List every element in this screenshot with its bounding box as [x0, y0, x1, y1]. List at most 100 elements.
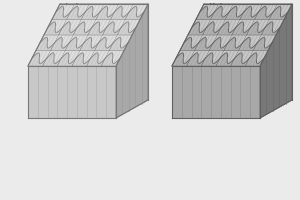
Polygon shape — [213, 35, 232, 48]
Polygon shape — [172, 50, 195, 66]
Polygon shape — [205, 50, 224, 63]
Polygon shape — [47, 50, 65, 63]
Polygon shape — [85, 4, 104, 17]
Polygon shape — [244, 4, 263, 17]
Text: (b): (b) — [208, 3, 224, 13]
Polygon shape — [261, 20, 284, 35]
Polygon shape — [215, 4, 233, 17]
Polygon shape — [44, 20, 67, 35]
Polygon shape — [216, 50, 239, 66]
Polygon shape — [172, 66, 260, 118]
Polygon shape — [229, 4, 248, 17]
Polygon shape — [257, 35, 276, 48]
Polygon shape — [63, 20, 81, 32]
Polygon shape — [192, 20, 211, 32]
Polygon shape — [228, 35, 247, 48]
Polygon shape — [109, 35, 132, 50]
Polygon shape — [121, 20, 140, 32]
Polygon shape — [209, 35, 232, 50]
Polygon shape — [69, 35, 88, 48]
Polygon shape — [92, 20, 111, 32]
Polygon shape — [172, 4, 292, 66]
Polygon shape — [96, 4, 119, 20]
Polygon shape — [48, 20, 67, 32]
Polygon shape — [28, 4, 148, 66]
Polygon shape — [61, 50, 80, 63]
Polygon shape — [196, 4, 219, 20]
Polygon shape — [56, 4, 75, 17]
Polygon shape — [188, 20, 211, 35]
Polygon shape — [239, 35, 261, 50]
Polygon shape — [211, 4, 233, 20]
Polygon shape — [43, 50, 65, 66]
Polygon shape — [72, 50, 95, 66]
Polygon shape — [99, 35, 117, 48]
Polygon shape — [95, 35, 117, 50]
Polygon shape — [73, 20, 96, 35]
Polygon shape — [236, 20, 255, 32]
Polygon shape — [195, 35, 217, 50]
Text: (a): (a) — [64, 3, 80, 13]
Polygon shape — [232, 20, 255, 35]
Polygon shape — [125, 4, 148, 20]
Polygon shape — [91, 50, 109, 63]
Polygon shape — [111, 4, 133, 20]
Polygon shape — [269, 4, 292, 20]
Polygon shape — [105, 50, 124, 63]
Polygon shape — [235, 50, 253, 63]
Polygon shape — [87, 50, 109, 66]
Polygon shape — [51, 35, 73, 50]
Polygon shape — [55, 35, 73, 48]
Polygon shape — [88, 20, 111, 35]
Polygon shape — [57, 50, 80, 66]
Polygon shape — [245, 50, 268, 66]
Polygon shape — [265, 20, 284, 32]
Polygon shape — [103, 20, 125, 35]
Polygon shape — [231, 50, 253, 66]
Polygon shape — [240, 4, 263, 20]
Polygon shape — [224, 35, 247, 50]
Polygon shape — [199, 35, 217, 48]
Polygon shape — [65, 35, 88, 50]
Polygon shape — [180, 35, 203, 50]
Polygon shape — [176, 50, 195, 63]
Polygon shape — [80, 35, 103, 50]
Polygon shape — [217, 20, 240, 35]
Polygon shape — [76, 50, 95, 63]
Polygon shape — [255, 4, 277, 20]
Polygon shape — [253, 35, 276, 50]
Polygon shape — [187, 50, 209, 66]
Polygon shape — [84, 35, 103, 48]
Polygon shape — [67, 4, 89, 20]
Polygon shape — [273, 4, 292, 17]
Polygon shape — [71, 4, 89, 17]
Polygon shape — [115, 4, 133, 17]
Polygon shape — [184, 35, 203, 48]
Polygon shape — [116, 4, 148, 118]
Polygon shape — [100, 4, 119, 17]
Polygon shape — [117, 20, 140, 35]
Polygon shape — [59, 20, 81, 35]
Polygon shape — [28, 66, 116, 118]
Polygon shape — [101, 50, 124, 66]
Polygon shape — [259, 4, 277, 17]
Polygon shape — [77, 20, 96, 32]
Polygon shape — [251, 20, 269, 32]
Polygon shape — [200, 4, 219, 17]
Polygon shape — [221, 20, 240, 32]
Polygon shape — [36, 35, 59, 50]
Polygon shape — [191, 50, 209, 63]
Polygon shape — [220, 50, 239, 63]
Polygon shape — [40, 35, 59, 48]
Polygon shape — [203, 20, 225, 35]
Polygon shape — [260, 4, 292, 118]
Polygon shape — [201, 50, 224, 66]
Polygon shape — [247, 20, 269, 35]
Polygon shape — [52, 4, 75, 20]
Polygon shape — [129, 4, 148, 17]
Polygon shape — [249, 50, 268, 63]
Polygon shape — [28, 50, 51, 66]
Polygon shape — [207, 20, 225, 32]
Polygon shape — [107, 20, 125, 32]
Polygon shape — [81, 4, 104, 20]
